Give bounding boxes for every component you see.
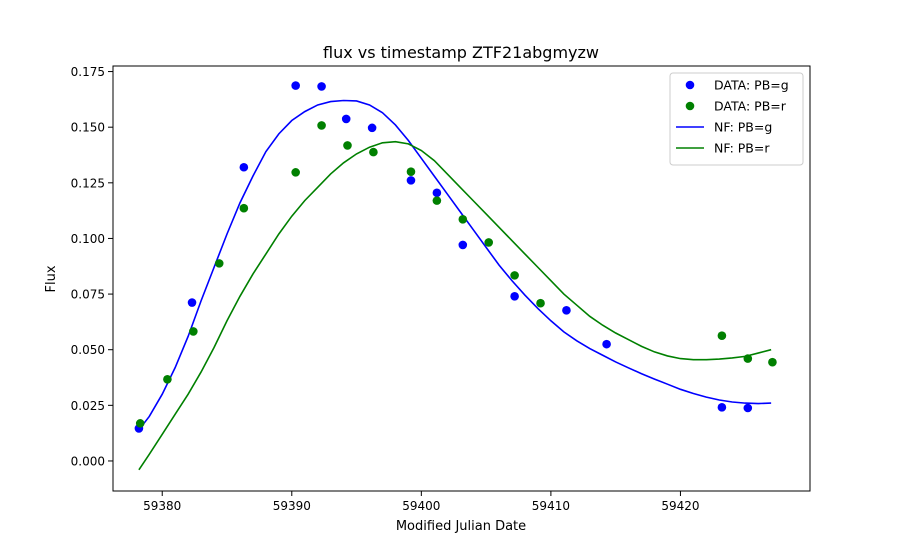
legend-item-nf-pb-r: NF: PB=r [676, 141, 770, 156]
legend-label: DATA: PB=g [714, 78, 789, 93]
data-point [369, 147, 378, 157]
data-point [163, 375, 172, 384]
data-point [341, 114, 351, 124]
y-axis: 0.000 0.025 0.050 0.075 0.100 0.125 0.150 0.175 [71, 65, 113, 468]
legend-label: NF: PB=g [714, 120, 772, 135]
series-points-data-pb-r [135, 121, 777, 428]
data-point [406, 176, 416, 185]
legend-marker [685, 80, 695, 90]
data-point [484, 238, 494, 247]
legend-item-data-pb-g: DATA: PB=g [685, 78, 789, 93]
legend-item-data-pb-r: DATA: PB=r [685, 99, 787, 114]
data-point [562, 306, 571, 315]
chart-title: flux vs timestamp ZTF21abgmyzw [323, 43, 599, 62]
series-points-data-pb-g [134, 81, 753, 433]
plot-frame [112, 65, 811, 492]
data-point [291, 81, 300, 90]
y-tick-label: 0.025 [71, 399, 105, 413]
x-tick-label: 59400 [402, 499, 440, 513]
legend-label: NF: PB=r [714, 141, 770, 156]
data-point [602, 339, 611, 349]
data-point [458, 215, 468, 224]
plot-area [134, 81, 777, 471]
x-tick-label: 59410 [532, 499, 570, 513]
legend: DATA: PB=g DATA: PB=r NF: PB=g NF: PB=r [669, 72, 804, 166]
data-point [239, 162, 249, 172]
data-point [239, 203, 249, 213]
y-tick-label: 0.050 [71, 343, 105, 357]
y-tick-label: 0.000 [71, 454, 105, 468]
x-axis-label: Modified Julian Date [396, 519, 526, 534]
data-point [458, 240, 468, 250]
data-point [187, 298, 197, 307]
y-tick-label: 0.175 [71, 65, 105, 79]
data-point [743, 403, 753, 413]
x-tick-label: 59420 [661, 499, 699, 513]
x-tick-label: 59380 [143, 499, 181, 513]
data-point [343, 141, 352, 150]
data-point [367, 123, 377, 133]
data-point [317, 82, 326, 91]
y-tick-label: 0.075 [71, 288, 105, 302]
data-point [536, 298, 545, 308]
series-line-nf-pb-g [138, 99, 772, 431]
series-line-nf-pb-r [138, 140, 772, 471]
y-tick-label: 0.100 [71, 232, 105, 246]
data-point [135, 419, 145, 428]
data-point [214, 259, 224, 268]
y-axis-label: Flux [44, 265, 59, 292]
data-point [406, 167, 416, 176]
data-point [317, 121, 326, 130]
legend-item-nf-pb-g: NF: PB=g [676, 120, 772, 135]
data-point [510, 271, 519, 280]
data-point [717, 331, 727, 340]
legend-label: DATA: PB=r [714, 99, 787, 114]
data-point [768, 357, 777, 367]
data-point [291, 168, 300, 177]
legend-marker [685, 101, 695, 111]
x-tick-label: 59390 [273, 499, 311, 513]
data-point [510, 292, 519, 301]
data-point [432, 188, 442, 198]
x-axis: 59380 59390 59400 59410 59420 [143, 491, 700, 513]
y-tick-label: 0.125 [71, 176, 105, 190]
data-point [189, 327, 198, 336]
data-point [717, 403, 727, 412]
data-point [743, 354, 753, 363]
y-tick-label: 0.150 [71, 121, 105, 135]
legend-box [669, 72, 804, 166]
data-point [432, 196, 442, 205]
